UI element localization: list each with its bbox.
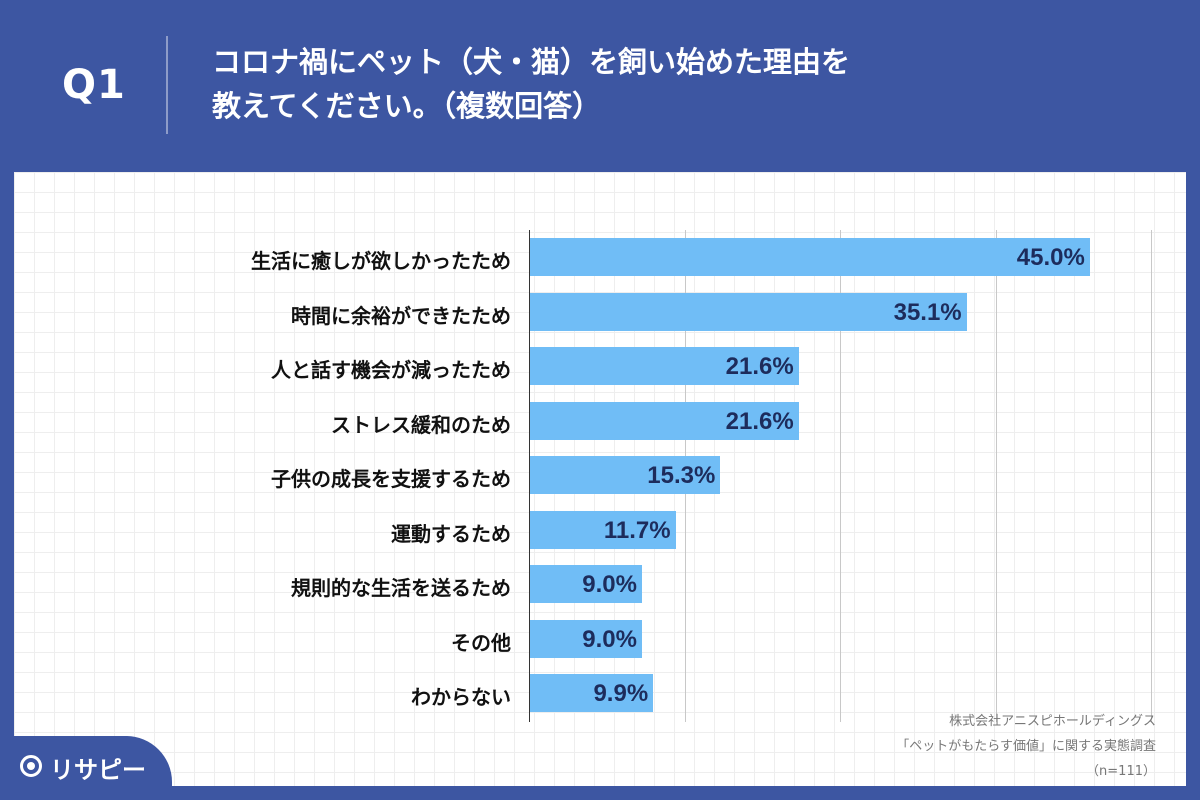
source-survey: 「ペットがもたらす価値」に関する実態調査: [896, 739, 1156, 754]
y-axis-line: [529, 230, 530, 722]
chart-card: 生活に癒しが欲しかったため 45.0% 時間に余裕ができたため 35.1% 人と話す機会…: [14, 172, 1186, 786]
value-label: 21.6%: [725, 407, 794, 435]
value-label: 9.9%: [593, 680, 649, 707]
category-label: 人と話す機会が減ったため: [271, 358, 511, 382]
source-company: 株式会社アニスピホールディングス: [949, 714, 1156, 729]
bar: [530, 565, 642, 603]
header-divider: [166, 36, 168, 134]
question-line-2: 教えてください。（複数回答）: [212, 89, 602, 123]
bar: [530, 292, 967, 331]
value-label: 9.0%: [582, 625, 637, 653]
gridline: [995, 230, 997, 722]
question-number: Q1: [62, 62, 126, 108]
bar: [530, 456, 721, 494]
bar: [530, 347, 799, 385]
gridline: [1151, 230, 1152, 722]
category-label: ストレス緩和のため: [331, 412, 511, 437]
category-label: 子供の成長を支援するため: [271, 467, 511, 491]
value-label: 9.0%: [582, 571, 637, 598]
category-label: その他: [451, 630, 511, 655]
bar: [530, 238, 1090, 276]
question-line-1: コロナ禍にペット（犬・猫）を飼い始めた理由を: [212, 45, 851, 79]
bar: [530, 510, 676, 549]
value-label: 15.3%: [647, 462, 716, 489]
value-label: 21.6%: [725, 353, 794, 380]
source-sample-size: （n=111）: [1086, 764, 1156, 779]
value-label: 35.1%: [893, 298, 962, 326]
header: Q1 コロナ禍にペット（犬・猫）を飼い始めた理由を 教えてください。（複数回答）: [0, 0, 1200, 172]
bar: [530, 401, 799, 440]
value-label: 45.0%: [1016, 244, 1085, 271]
pin-icon: [20, 755, 42, 777]
brand-logo-text: リサピー: [50, 756, 146, 784]
category-label: 時間に余裕ができたため: [291, 303, 511, 328]
category-label: 規則的な生活を送るため: [291, 576, 511, 600]
category-label: 運動するため: [391, 521, 511, 546]
question-title: コロナ禍にペット（犬・猫）を飼い始めた理由を 教えてください。（複数回答）: [212, 40, 1112, 128]
pin-icon-dot: [27, 762, 35, 770]
category-label: 生活に癒しが欲しかったため: [251, 249, 511, 273]
value-label: 11.7%: [603, 516, 671, 544]
gridline: [840, 230, 841, 722]
bar: [530, 619, 642, 658]
category-label: わからない: [411, 685, 511, 709]
bar: [530, 674, 654, 712]
